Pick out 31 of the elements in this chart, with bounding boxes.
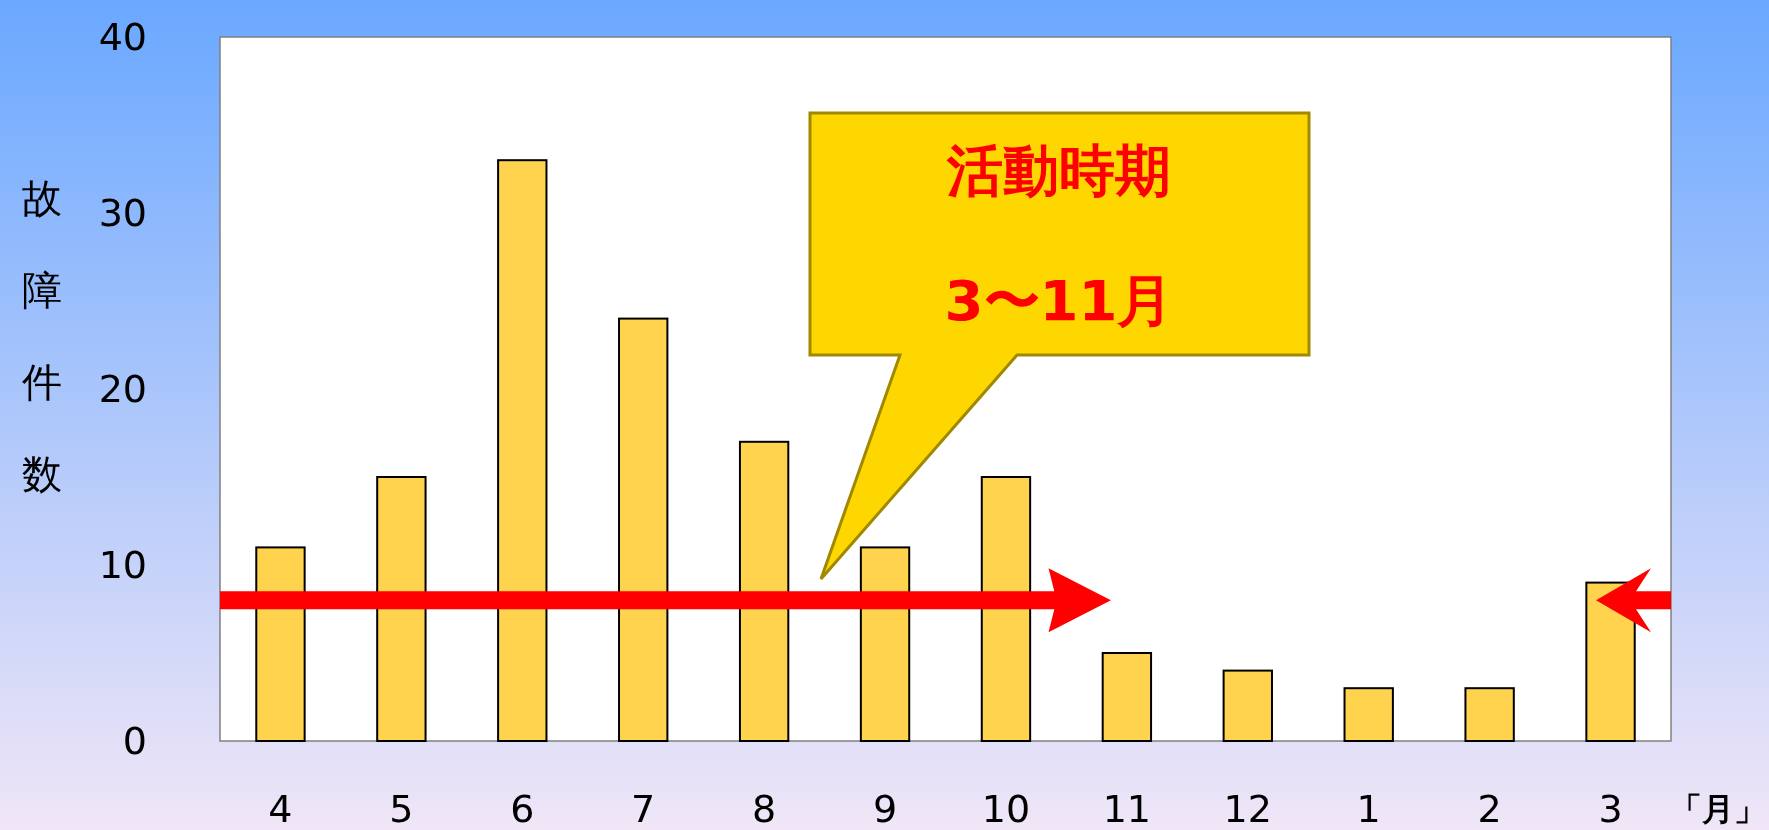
y-axis-title: 故障件数 bbox=[22, 175, 62, 497]
y-tick-label: 0 bbox=[122, 719, 147, 763]
x-tick-label: 3 bbox=[1598, 787, 1623, 830]
y-tick-label: 20 bbox=[98, 367, 147, 411]
x-tick-label: 8 bbox=[752, 787, 777, 830]
bar bbox=[738, 440, 790, 742]
y-tick-label: 30 bbox=[98, 191, 147, 235]
x-tick-label: 10 bbox=[981, 787, 1031, 830]
x-tick-label: 5 bbox=[389, 787, 414, 830]
annotation: 3〜11月 bbox=[944, 268, 1174, 333]
x-tick-label: 12 bbox=[1223, 787, 1272, 830]
bar bbox=[1343, 687, 1394, 742]
bar bbox=[980, 476, 1032, 742]
bar bbox=[618, 317, 669, 742]
x-tick-label: 7 bbox=[631, 787, 656, 830]
bar bbox=[1222, 669, 1273, 742]
bar bbox=[1101, 652, 1153, 742]
bar bbox=[255, 546, 306, 742]
bar bbox=[497, 159, 548, 742]
x-tick-label: 9 bbox=[872, 787, 898, 830]
y-tick-label: 10 bbox=[98, 543, 147, 587]
y-tick-label: 40 bbox=[98, 15, 147, 59]
x-axis-title: 「月」 bbox=[1670, 790, 1766, 828]
x-tick-label: 4 bbox=[268, 787, 293, 830]
annotation: 活動時期 bbox=[946, 138, 1171, 203]
bar bbox=[1464, 687, 1515, 742]
x-tick-label: 11 bbox=[1102, 787, 1152, 830]
x-tick-label: 2 bbox=[1477, 787, 1502, 830]
x-tick-label: 6 bbox=[510, 787, 535, 830]
x-tick-label: 1 bbox=[1356, 787, 1381, 830]
bar bbox=[376, 476, 427, 742]
